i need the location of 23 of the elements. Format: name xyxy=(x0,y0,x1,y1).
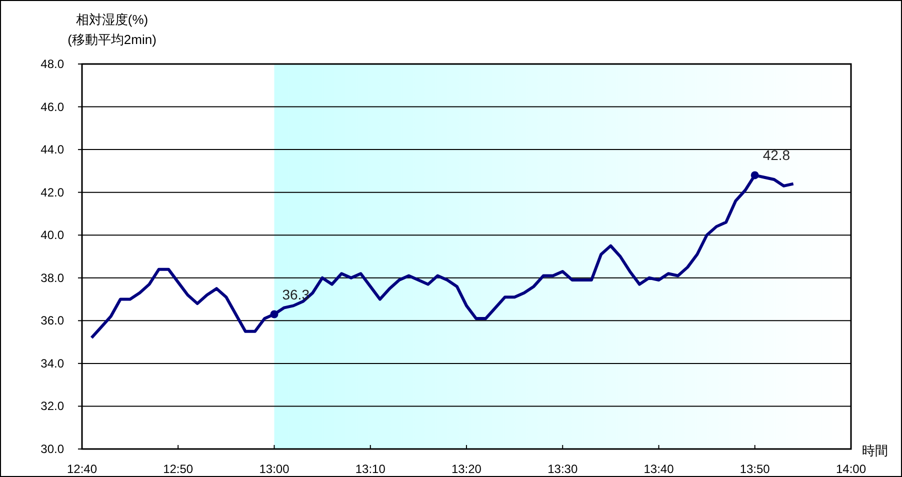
y-tick-label: 36.0 xyxy=(40,314,64,328)
x-tick-label: 13:50 xyxy=(740,462,770,476)
x-tick-label: 13:20 xyxy=(451,462,482,476)
x-tick-label: 13:00 xyxy=(259,462,290,476)
y-tick-label: 48.0 xyxy=(40,57,64,71)
x-tick-label: 12:50 xyxy=(163,462,194,476)
y-tick-label: 40.0 xyxy=(40,228,64,242)
x-tick-label: 13:10 xyxy=(355,462,386,476)
x-axis-title: 時間 xyxy=(862,443,888,458)
x-tick-label: 12:40 xyxy=(66,462,98,476)
y-tick-label: 30.0 xyxy=(40,442,64,456)
x-tick-label: 13:30 xyxy=(548,462,578,476)
y-tick-label: 34.0 xyxy=(40,356,64,370)
y-tick-label: 32.0 xyxy=(40,399,64,414)
y-tick-label: 44.0 xyxy=(40,142,64,157)
x-tick-label: 14:00 xyxy=(836,462,866,476)
y-tick-label: 46.0 xyxy=(40,100,64,114)
annotation: 36.3 xyxy=(282,286,310,302)
y-tick-label: 38.0 xyxy=(40,270,64,285)
y-axis-title: 相対湿度(%) (移動平均2min) xyxy=(68,12,156,47)
annotation: 42.8 xyxy=(762,147,790,164)
x-tick-label: 13:40 xyxy=(644,462,674,476)
y-tick-label: 42.0 xyxy=(40,185,64,200)
